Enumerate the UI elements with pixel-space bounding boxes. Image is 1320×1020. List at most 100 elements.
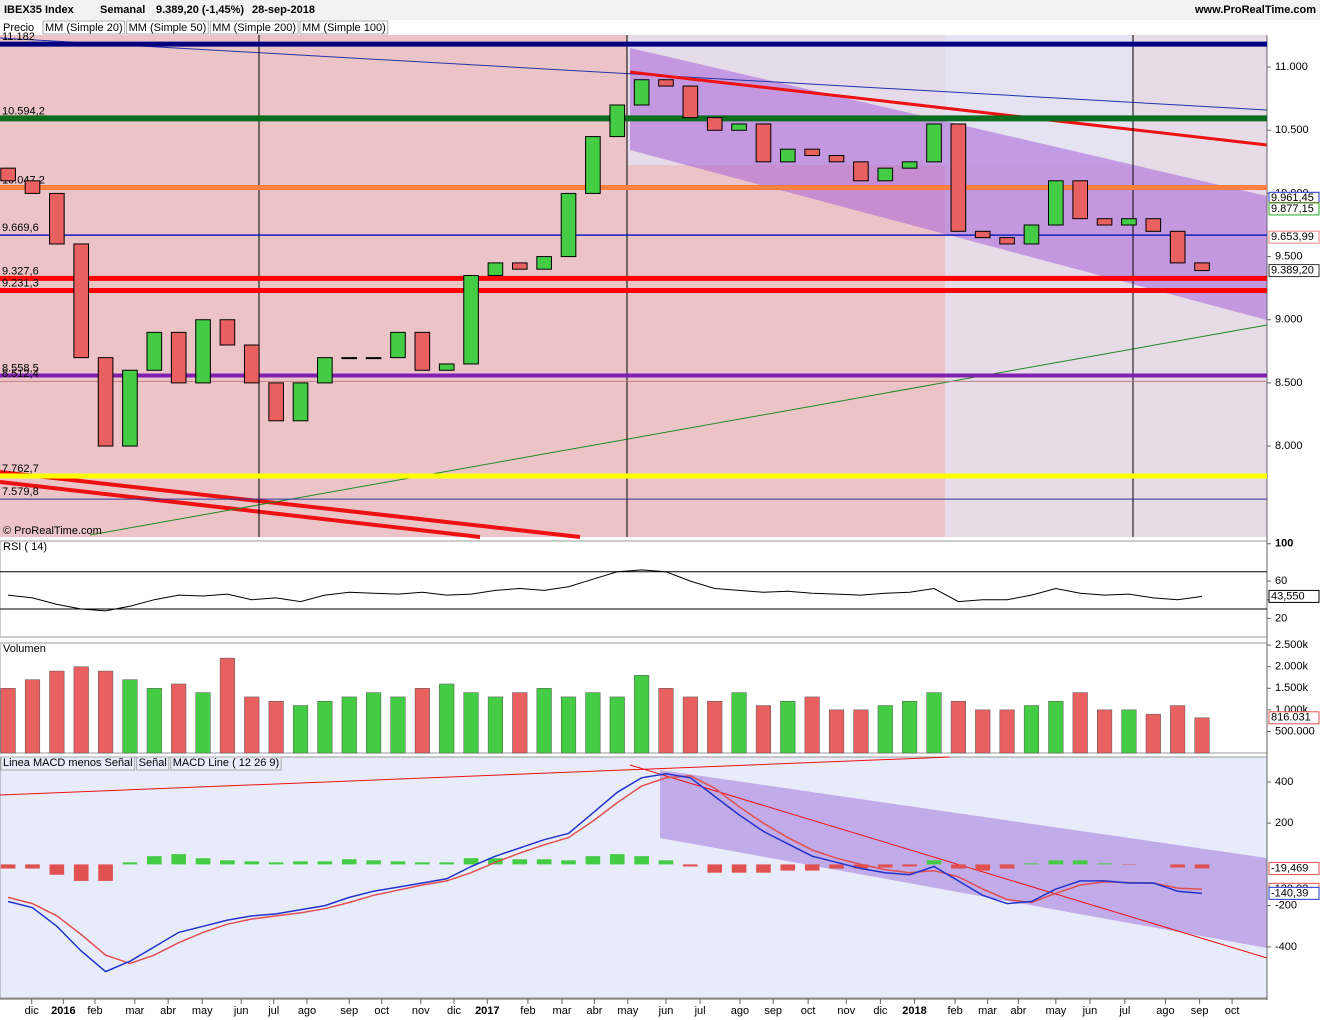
volume-bar (122, 679, 138, 754)
candle (414, 331, 431, 371)
candle (609, 104, 626, 138)
candle (438, 363, 455, 371)
histogram-bar (561, 860, 576, 865)
volume-bar (731, 692, 747, 754)
legend-box (136, 756, 170, 771)
x-tick-label: feb (947, 1005, 962, 1017)
histogram-bar (1024, 863, 1039, 865)
volume-bar (950, 700, 966, 754)
trend-line (629, 70, 1268, 147)
histogram-bar (147, 856, 162, 865)
candle (804, 148, 820, 157)
readout-box (1268, 589, 1320, 603)
candle (633, 79, 650, 106)
volume-bar (877, 705, 893, 754)
x-tick-label: jun (1082, 1005, 1098, 1017)
candle (487, 262, 504, 277)
volume-bar (853, 709, 869, 754)
readout: 9.653,99 (1271, 231, 1314, 243)
level-label: 10.594,2 (2, 105, 45, 117)
y-tick-label: 2.000k (1275, 661, 1309, 673)
legend-box (299, 20, 389, 35)
level-label: 11.182 (2, 31, 35, 43)
candle (195, 319, 211, 384)
volume-bar (999, 709, 1015, 754)
x-tick-label: abr (1011, 1005, 1027, 1017)
readout: 9.877,15 (1271, 203, 1314, 215)
panel-title: Volumen (3, 643, 46, 655)
histogram-bar (683, 864, 698, 867)
x-tick-label: mar (553, 1005, 572, 1017)
candle (1072, 180, 1089, 220)
quote: 9.389,20 (-1,45%) (156, 4, 244, 16)
histogram-bar (1072, 860, 1088, 865)
site: www.ProRealTime.com (1194, 4, 1316, 16)
x-tick-label: sep (1191, 1005, 1209, 1017)
x-tick-label: may (617, 1005, 638, 1017)
volume-bar (49, 670, 65, 754)
candle (536, 256, 552, 270)
histogram-bar (293, 861, 308, 865)
legend-entry: MM (Simple 200) (212, 22, 296, 34)
histogram-bar (1048, 860, 1064, 865)
candle (1169, 230, 1186, 264)
y-tick-label: 2.500k (1275, 639, 1309, 651)
candle (219, 319, 236, 346)
readout-box (1268, 202, 1320, 216)
histogram-bar (951, 864, 966, 869)
y-tick-label: 8.000 (1275, 440, 1303, 452)
histogram-bar (853, 864, 869, 869)
trend-line (629, 764, 1268, 959)
level-label: 9.669,6 (2, 222, 39, 234)
x-tick-label: dic (447, 1005, 462, 1017)
candle (658, 79, 674, 87)
volume-bar (804, 696, 820, 754)
histogram-bar (975, 864, 991, 871)
volume-bar (634, 675, 650, 754)
volume-bar (1194, 717, 1210, 754)
candle (853, 161, 869, 182)
volume-bar (463, 692, 479, 754)
volume-bar (707, 700, 723, 754)
candle (999, 237, 1015, 245)
readout: 43,550 (1271, 590, 1305, 602)
legend-entry: Linea MACD menos Señal (3, 757, 133, 769)
volume-bar (902, 700, 918, 754)
histogram-bar (1194, 864, 1210, 869)
x-tick-label: nov (837, 1005, 855, 1017)
histogram-bar (1097, 863, 1112, 865)
legend-entry: MM (Simple 50) (129, 22, 207, 34)
candle (97, 357, 114, 447)
readout-box (1268, 861, 1320, 875)
histogram-bar (341, 859, 357, 865)
histogram-bar (73, 864, 89, 881)
candle (1145, 218, 1162, 232)
x-tick-label: feb (87, 1005, 102, 1017)
candle (974, 230, 991, 239)
x-tick-label: 2016 (51, 1005, 75, 1017)
x-tick-label: sep (764, 1005, 782, 1017)
volume-bar (609, 696, 625, 754)
candle (463, 275, 479, 365)
readout: 816.031 (1271, 712, 1311, 724)
volume-bar (975, 709, 991, 754)
volume-bar (414, 688, 430, 754)
candle (950, 123, 967, 232)
y-tick-label: 500.000 (1275, 725, 1315, 737)
volume-bar (341, 696, 357, 754)
candle (24, 180, 41, 194)
x-tick-label: mar (125, 1005, 144, 1017)
legend-box (42, 20, 126, 35)
histogram-bar (220, 860, 235, 865)
volume-bar (1145, 713, 1161, 754)
volume-bar (1121, 709, 1137, 754)
legend-box (0, 756, 136, 771)
y-tick-label: -400 (1275, 941, 1297, 953)
histogram-bar (609, 854, 625, 865)
readout: 9.961,45 (1271, 192, 1314, 204)
volume-bar (1023, 705, 1040, 754)
legend-entry: Señal (139, 757, 167, 769)
panel-title: Precio (3, 22, 34, 34)
histogram-bar (195, 858, 211, 865)
volume-bar (146, 688, 162, 754)
